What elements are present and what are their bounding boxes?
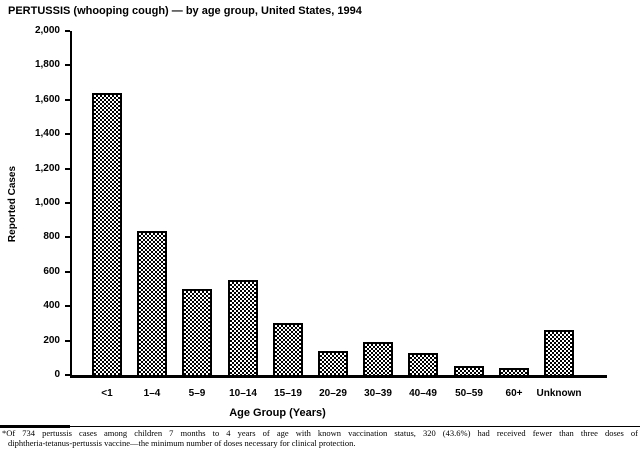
y-tick xyxy=(65,99,70,101)
chart-title: PERTUSSIS (whooping cough) — by age grou… xyxy=(8,5,362,17)
footnote: *Of 734 pertussis cases among children 7… xyxy=(2,428,638,448)
y-tick-label: 400 xyxy=(43,300,60,311)
y-tick xyxy=(65,340,70,342)
y-tick xyxy=(65,64,70,66)
bar-20–29 xyxy=(318,351,348,375)
y-tick-label: 600 xyxy=(43,266,60,277)
y-tick-label: 800 xyxy=(43,231,60,242)
y-axis: 0 200 400 600 800 1,000 1,200 1,400 1,600 1,800 2,… xyxy=(0,26,70,380)
x-category-label: 10–14 xyxy=(229,388,257,399)
x-category-label: 5–9 xyxy=(188,388,206,399)
y-tick xyxy=(65,236,70,238)
footnote-line-1: *Of 734 pertussis cases among children 7… xyxy=(2,428,638,438)
bar-30–39 xyxy=(363,342,393,375)
y-tick xyxy=(65,30,70,32)
x-category-label: 30–39 xyxy=(364,388,392,399)
y-tick xyxy=(65,133,70,135)
x-axis-category-labels: <1 1–4 5–9 10–14 15–19 20–29 30–39 40–49 50–59 60… xyxy=(72,388,607,402)
bar-5–9 xyxy=(182,289,212,375)
y-tick xyxy=(65,202,70,204)
x-category-label: 50–59 xyxy=(455,388,483,399)
bar-10–14 xyxy=(228,280,258,375)
x-axis-line xyxy=(70,375,607,378)
plot-area xyxy=(72,31,607,375)
x-category-label: <1 xyxy=(101,388,113,399)
y-tick-label: 0 xyxy=(54,369,60,380)
x-category-label: 15–19 xyxy=(274,388,302,399)
y-tick xyxy=(65,305,70,307)
x-category-label: 20–29 xyxy=(319,388,347,399)
x-category-label: 60+ xyxy=(505,388,523,399)
x-category-label: Unknown xyxy=(536,388,582,399)
bar-60+ xyxy=(499,368,529,375)
y-tick xyxy=(65,271,70,273)
x-axis-title: Age Group (Years) xyxy=(229,407,326,419)
y-tick xyxy=(65,374,70,376)
bar-40–49 xyxy=(408,353,438,375)
y-tick-label: 1,600 xyxy=(34,94,60,105)
y-tick xyxy=(65,168,70,170)
bar-<1 xyxy=(92,93,122,375)
y-tick-label: 1,800 xyxy=(34,59,60,70)
y-axis-line xyxy=(70,31,72,378)
y-tick-label: 1,400 xyxy=(34,128,60,139)
bar-15–19 xyxy=(273,323,303,375)
y-tick-label: 200 xyxy=(43,335,60,346)
footnote-line-2: diphtheria-tetanus-pertussis vaccine—the… xyxy=(8,437,356,448)
y-tick-label: 1,000 xyxy=(34,197,60,208)
bar-50–59 xyxy=(454,366,484,375)
y-tick-label: 2,000 xyxy=(34,25,60,36)
footnote-border-line xyxy=(0,426,640,427)
y-tick-label: 1,200 xyxy=(34,163,60,174)
bar-1–4 xyxy=(137,231,167,375)
bar-Unknown xyxy=(544,330,574,375)
x-category-label: 1–4 xyxy=(143,388,161,399)
x-category-label: 40–49 xyxy=(409,388,437,399)
